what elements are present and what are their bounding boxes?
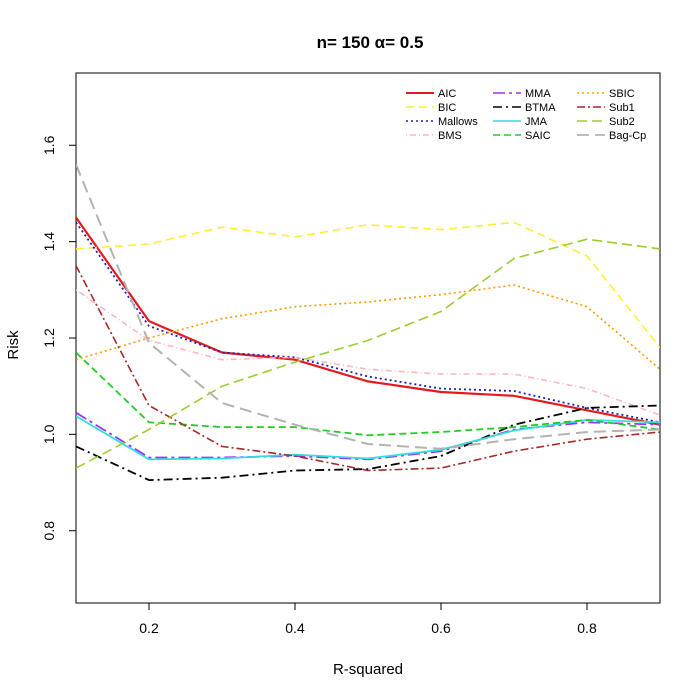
x-tick-label: 0.2 <box>139 620 159 636</box>
series-line-sbic <box>76 284 660 370</box>
legend-label-bag-cp: Bag-Cp <box>609 130 646 142</box>
x-axis-label: R-squared <box>333 661 403 678</box>
series-line-bms <box>76 289 660 416</box>
legend-label-bms: BMS <box>438 130 462 142</box>
legend-label-saic: SAIC <box>525 130 551 142</box>
series-layer <box>76 164 660 482</box>
legend-label-sub1: Sub1 <box>609 102 635 114</box>
series-line-bag-cp <box>76 164 660 450</box>
legend-label-aic: AIC <box>438 88 456 100</box>
series-line-saic <box>76 351 660 437</box>
legend-label-jma: JMA <box>525 116 548 128</box>
series-line-btma <box>76 404 660 482</box>
y-tick-label: 1.4 <box>41 232 57 252</box>
series-line-mallows <box>76 221 660 424</box>
plot-frame <box>75 72 661 604</box>
series-line-mma <box>76 411 660 461</box>
y-tick-label: 1.0 <box>41 424 57 444</box>
legend-label-btma: BTMA <box>525 102 556 114</box>
legend-label-mallows: Mallows <box>438 116 478 128</box>
y-tick-label: 1.6 <box>41 135 57 155</box>
y-tick-label: 1.2 <box>41 328 57 348</box>
chart-title: n= 150 α= 0.5 <box>317 33 424 52</box>
series-line-sub2 <box>76 238 660 469</box>
series-line-bic <box>76 221 660 349</box>
y-tick-label: 0.8 <box>41 521 57 541</box>
series-line-sub1 <box>76 265 660 472</box>
legend: AIC BIC Mallows BMS MMA BTMA JMA SAIC SBIC Sub1 Su… <box>406 88 646 142</box>
y-axis-label: Risk <box>5 330 22 360</box>
legend-label-bic: BIC <box>438 102 456 114</box>
legend-label-sbic: SBIC <box>609 88 635 100</box>
x-tick-label: 0.4 <box>285 620 305 636</box>
x-tick-label: 0.8 <box>577 620 597 636</box>
legend-label-sub2: Sub2 <box>609 116 635 128</box>
x-axis: 0.2 0.4 0.6 0.8 <box>139 603 597 636</box>
legend-label-mma: MMA <box>525 88 551 100</box>
y-axis: 0.8 1.0 1.2 1.4 1.6 <box>41 135 76 540</box>
x-tick-label: 0.6 <box>431 620 451 636</box>
series-line-jma <box>76 415 660 461</box>
series-line-aic <box>76 216 660 426</box>
